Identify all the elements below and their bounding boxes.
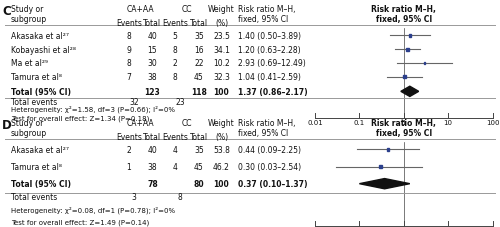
Text: (%): (%) — [215, 133, 228, 142]
Text: Ma et al²⁹: Ma et al²⁹ — [11, 59, 48, 68]
Bar — [424, 63, 425, 64]
Text: Test for overall effect: Z=1.49 (P=0.14): Test for overall effect: Z=1.49 (P=0.14) — [11, 218, 149, 225]
Text: CA+AA: CA+AA — [127, 5, 154, 13]
Text: D: D — [2, 118, 12, 131]
Text: 1: 1 — [126, 162, 132, 171]
Text: Akasaka et al²⁷: Akasaka et al²⁷ — [11, 32, 69, 41]
Text: 1.04 (0.41–2.59): 1.04 (0.41–2.59) — [238, 73, 300, 82]
Text: Heterogeneity: χ²=1.58, df=3 (P=0.66); I²=0%: Heterogeneity: χ²=1.58, df=3 (P=0.66); I… — [11, 105, 175, 113]
Text: 1.40 (0.50–3.89): 1.40 (0.50–3.89) — [238, 32, 300, 41]
Text: 8: 8 — [126, 32, 132, 41]
Text: 38: 38 — [148, 73, 158, 82]
Bar — [380, 165, 382, 168]
Text: Risk ratio M–H,
fixed, 95% CI: Risk ratio M–H, fixed, 95% CI — [372, 5, 436, 24]
Polygon shape — [360, 179, 410, 189]
Text: 0.44 (0.09–2.25): 0.44 (0.09–2.25) — [238, 145, 300, 154]
Bar — [386, 148, 390, 151]
Text: 9: 9 — [126, 45, 132, 54]
Text: Heterogeneity: χ²=0.08, df=1 (P=0.78); I²=0%: Heterogeneity: χ²=0.08, df=1 (P=0.78); I… — [11, 205, 175, 212]
Text: 2: 2 — [126, 145, 132, 154]
Text: Risk ratio M–H,
fixed, 95% CI: Risk ratio M–H, fixed, 95% CI — [238, 118, 295, 137]
Text: 8: 8 — [178, 192, 182, 201]
Text: CC: CC — [182, 5, 192, 13]
Text: 32: 32 — [129, 98, 139, 107]
Text: 40: 40 — [148, 145, 158, 154]
Text: 2.93 (0.69–12.49): 2.93 (0.69–12.49) — [238, 59, 305, 68]
Text: 8: 8 — [172, 73, 178, 82]
Text: 100: 100 — [214, 87, 230, 96]
Bar — [403, 76, 406, 79]
Text: 8: 8 — [126, 59, 132, 68]
Text: 16: 16 — [194, 45, 204, 54]
Polygon shape — [401, 87, 418, 97]
Text: Study or
subgroup: Study or subgroup — [11, 5, 47, 24]
Text: CA+AA: CA+AA — [127, 118, 154, 127]
Text: 8: 8 — [172, 45, 178, 54]
Text: 32.3: 32.3 — [213, 73, 230, 82]
Text: Total events: Total events — [11, 192, 57, 201]
Text: 1: 1 — [402, 119, 406, 125]
Bar — [406, 48, 408, 52]
Text: 45: 45 — [194, 162, 204, 171]
Text: Weight: Weight — [208, 118, 235, 127]
Text: Total: Total — [144, 133, 162, 142]
Text: Total: Total — [190, 133, 208, 142]
Text: 1.37 (0.86–2.17): 1.37 (0.86–2.17) — [238, 87, 307, 96]
Text: Test for overall effect: Z=1.34 (P=0.18): Test for overall effect: Z=1.34 (P=0.18) — [11, 115, 149, 121]
Text: 45: 45 — [194, 73, 204, 82]
Text: 30: 30 — [148, 59, 158, 68]
Text: 123: 123 — [144, 87, 160, 96]
Text: 10: 10 — [444, 119, 452, 125]
Text: 3: 3 — [132, 192, 136, 201]
Text: Events: Events — [116, 19, 142, 28]
Text: 2: 2 — [172, 59, 178, 68]
Text: Events: Events — [162, 19, 188, 28]
Text: 118: 118 — [191, 87, 207, 96]
Text: 35: 35 — [194, 145, 204, 154]
Text: 100: 100 — [486, 119, 499, 125]
Text: Kobayashi et al²⁸: Kobayashi et al²⁸ — [11, 45, 76, 54]
Text: Akasaka et al²⁷: Akasaka et al²⁷ — [11, 145, 69, 154]
Text: 78: 78 — [147, 179, 158, 188]
Text: Tamura et al⁸: Tamura et al⁸ — [11, 73, 62, 82]
Text: 0.1: 0.1 — [354, 119, 365, 125]
Text: Weight: Weight — [208, 5, 235, 13]
Text: 0.30 (0.03–2.54): 0.30 (0.03–2.54) — [238, 162, 300, 171]
Text: 1.20 (0.63–2.28): 1.20 (0.63–2.28) — [238, 45, 300, 54]
Text: Total (95% CI): Total (95% CI) — [11, 87, 71, 96]
Text: 40: 40 — [148, 32, 158, 41]
Text: Events: Events — [116, 133, 142, 142]
Text: 7: 7 — [126, 73, 132, 82]
Text: 5: 5 — [172, 32, 178, 41]
Text: Events: Events — [162, 133, 188, 142]
Text: Total: Total — [190, 19, 208, 28]
Text: CC: CC — [182, 118, 192, 127]
Text: 35: 35 — [194, 32, 204, 41]
Text: 4: 4 — [172, 145, 178, 154]
Text: 0.37 (0.10–1.37): 0.37 (0.10–1.37) — [238, 179, 307, 188]
Text: 22: 22 — [194, 59, 204, 68]
Text: 80: 80 — [194, 179, 204, 188]
Text: Study or
subgroup: Study or subgroup — [11, 118, 47, 137]
Text: Tamura et al⁸: Tamura et al⁸ — [11, 162, 62, 171]
Text: Risk ratio M–H,
fixed, 95% CI: Risk ratio M–H, fixed, 95% CI — [372, 118, 436, 137]
Text: 38: 38 — [148, 162, 158, 171]
Text: Total (95% CI): Total (95% CI) — [11, 179, 71, 188]
Text: 10.2: 10.2 — [213, 59, 230, 68]
Bar — [409, 35, 412, 38]
Text: Risk ratio M–H,
fixed, 95% CI: Risk ratio M–H, fixed, 95% CI — [238, 5, 295, 24]
Text: 53.8: 53.8 — [213, 145, 230, 154]
Text: 4: 4 — [172, 162, 178, 171]
Text: (%): (%) — [215, 19, 228, 28]
Text: 100: 100 — [214, 179, 230, 188]
Text: 46.2: 46.2 — [213, 162, 230, 171]
Text: 0.01: 0.01 — [307, 119, 323, 125]
Text: Total events: Total events — [11, 98, 57, 107]
Text: 34.1: 34.1 — [213, 45, 230, 54]
Text: Total: Total — [144, 19, 162, 28]
Text: 23: 23 — [175, 98, 185, 107]
Text: 15: 15 — [148, 45, 158, 54]
Text: C: C — [2, 5, 11, 17]
Text: 23.5: 23.5 — [213, 32, 230, 41]
